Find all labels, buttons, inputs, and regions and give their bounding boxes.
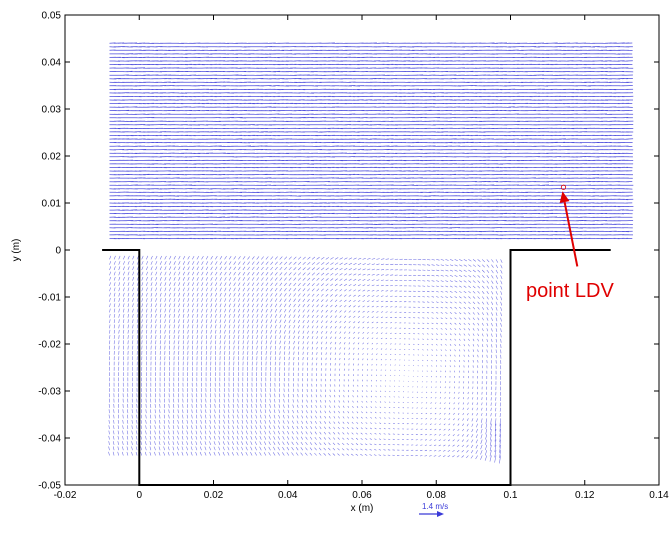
free-stream-vectors bbox=[109, 42, 634, 240]
annotations: point LDV bbox=[526, 184, 614, 302]
y-axis-label: y (m) bbox=[11, 239, 22, 262]
y-tick-label: 0.04 bbox=[42, 58, 62, 69]
x-axis-ticks: -0.02 0 0.02 0.04 0.06 0.08 0.1 0.12 0.14 bbox=[54, 15, 669, 501]
x-tick-label: -0.02 bbox=[54, 490, 77, 501]
y-tick-label: -0.04 bbox=[38, 434, 61, 445]
x-tick-label: 0.1 bbox=[504, 490, 518, 501]
y-tick-label: -0.01 bbox=[38, 293, 61, 304]
scale-vector-legend: 1.4 m/s bbox=[419, 502, 448, 517]
y-tick-label: 0 bbox=[55, 246, 61, 257]
scale-vector-arrowhead bbox=[437, 511, 444, 517]
annotation-label: point LDV bbox=[526, 280, 614, 302]
x-tick-label: 0.14 bbox=[649, 490, 669, 501]
x-tick-label: 0.08 bbox=[427, 490, 447, 501]
x-tick-label: 0.04 bbox=[278, 490, 298, 501]
annotation-arrowhead bbox=[559, 191, 570, 204]
y-tick-label: 0.02 bbox=[42, 152, 62, 163]
y-tick-label: 0.01 bbox=[42, 199, 62, 210]
y-tick-label: -0.05 bbox=[38, 481, 61, 492]
y-tick-label: 0.05 bbox=[42, 11, 62, 22]
x-tick-label: 0.12 bbox=[575, 490, 595, 501]
y-tick-label: -0.03 bbox=[38, 387, 61, 398]
cavity-vectors bbox=[108, 255, 503, 464]
y-tick-label: -0.02 bbox=[38, 340, 61, 351]
x-tick-label: 0.06 bbox=[352, 490, 372, 501]
annotation-arrow bbox=[563, 201, 579, 267]
velocity-vector-field bbox=[108, 42, 634, 464]
x-tick-label: 0.02 bbox=[204, 490, 224, 501]
cavity-outline bbox=[102, 249, 611, 486]
x-tick-label: 0 bbox=[136, 490, 142, 501]
scale-vector-label: 1.4 m/s bbox=[422, 502, 448, 511]
ldv-point-marker bbox=[560, 184, 567, 190]
y-axis-ticks: -0.05 -0.04 -0.03 -0.02 -0.01 0 0.01 0.02 0.03 0.… bbox=[38, 11, 659, 492]
y-tick-label: 0.03 bbox=[42, 105, 62, 116]
x-axis-label: x (m) bbox=[351, 503, 374, 514]
